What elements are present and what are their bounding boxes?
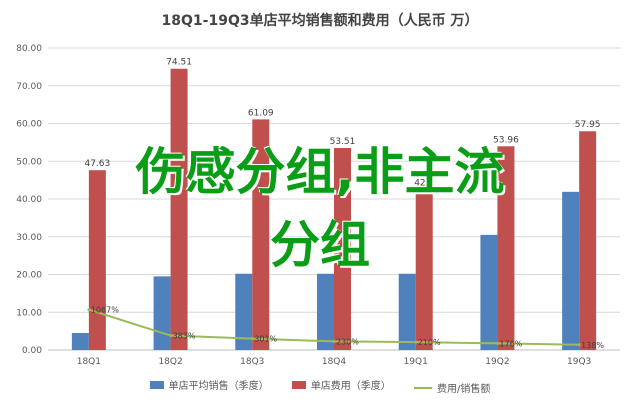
x-tick-label: 19Q1 (404, 357, 428, 367)
x-tick-label: 18Q2 (158, 357, 182, 367)
legend: 单店平均销售（季度） 单店费用（季度） 费用/销售额 (0, 377, 640, 395)
bar-cost (252, 119, 270, 350)
bar-data-label: 53.96 (493, 135, 519, 145)
x-tick-label: 18Q4 (322, 357, 347, 367)
ratio-data-label: 210% (418, 338, 441, 347)
x-tick-label: 19Q2 (485, 357, 509, 367)
ratio-point (577, 343, 581, 347)
bar-sales (398, 273, 416, 350)
y-tick-label: 0.00 (22, 346, 42, 356)
bar-data-label: 53.51 (330, 137, 356, 147)
chart-title: 18Q1-19Q3单店平均销售额和费用（人民币 万） (161, 13, 479, 29)
bar-cost (170, 68, 188, 351)
y-tick-label: 60.00 (16, 120, 42, 130)
y-tick-label: 70.00 (16, 82, 42, 92)
bar-sales (562, 191, 580, 350)
legend-item-cost: 单店费用（季度） (291, 377, 391, 392)
legend-label-sales: 单店平均销售（季度） (168, 381, 269, 392)
y-tick-label: 40.00 (16, 195, 42, 205)
bar-cost (415, 189, 433, 350)
x-tick-label: 19Q3 (567, 357, 591, 367)
legend-label-ratio: 费用/销售额 (437, 384, 491, 395)
ratio-point (495, 341, 499, 345)
ratio-data-label: 383% (173, 332, 196, 341)
ratio-data-label: 176% (499, 339, 522, 348)
bar-sales (317, 273, 334, 350)
x-tick-label: 18Q1 (77, 357, 101, 367)
ratio-point (250, 337, 254, 341)
legend-swatch-sales (149, 380, 164, 389)
bar-data-label: 42.5 (414, 179, 434, 189)
bar-sales (153, 276, 171, 350)
bar-data-label: 57.95 (575, 120, 601, 130)
ratio-data-label: 301% (254, 335, 277, 344)
legend-item-sales: 单店平均销售（季度） (149, 377, 269, 392)
y-tick-label: 80.00 (16, 44, 42, 54)
bar-cost (88, 170, 106, 350)
ratio-point (414, 340, 418, 344)
ratio-point (169, 334, 173, 338)
ratio-data-label: 230% (336, 337, 359, 346)
legend-label-cost: 单店费用（季度） (310, 381, 391, 392)
ratio-data-label: 138% (581, 341, 604, 350)
ratio-data-label: 1067% (91, 306, 119, 315)
y-tick-label: 50.00 (16, 157, 42, 167)
legend-swatch-ratio (414, 386, 432, 389)
watermark-overlay-line-1: 伤感分组,非主流 (135, 143, 505, 201)
y-tick-label: 20.00 (16, 271, 42, 281)
legend-swatch-cost (291, 380, 306, 389)
bar-cost (497, 146, 515, 350)
bar-sales (480, 234, 498, 350)
bar-sales (235, 273, 253, 350)
bar-cost (334, 147, 351, 350)
y-tick-label: 30.00 (16, 233, 42, 243)
legend-item-ratio: 费用/销售额 (414, 380, 490, 395)
bar-data-label: 61.09 (248, 108, 274, 118)
ratio-point (87, 308, 91, 312)
bar-sales (71, 333, 89, 350)
bar-data-label: 47.63 (84, 159, 110, 169)
watermark-overlay-line-2: 分组 (270, 216, 370, 274)
bar-data-label: 74.51 (166, 58, 192, 68)
ratio-point (332, 339, 336, 343)
bar-cost (579, 131, 597, 350)
x-tick-label: 18Q3 (240, 357, 264, 367)
y-tick-label: 10.00 (16, 308, 42, 318)
